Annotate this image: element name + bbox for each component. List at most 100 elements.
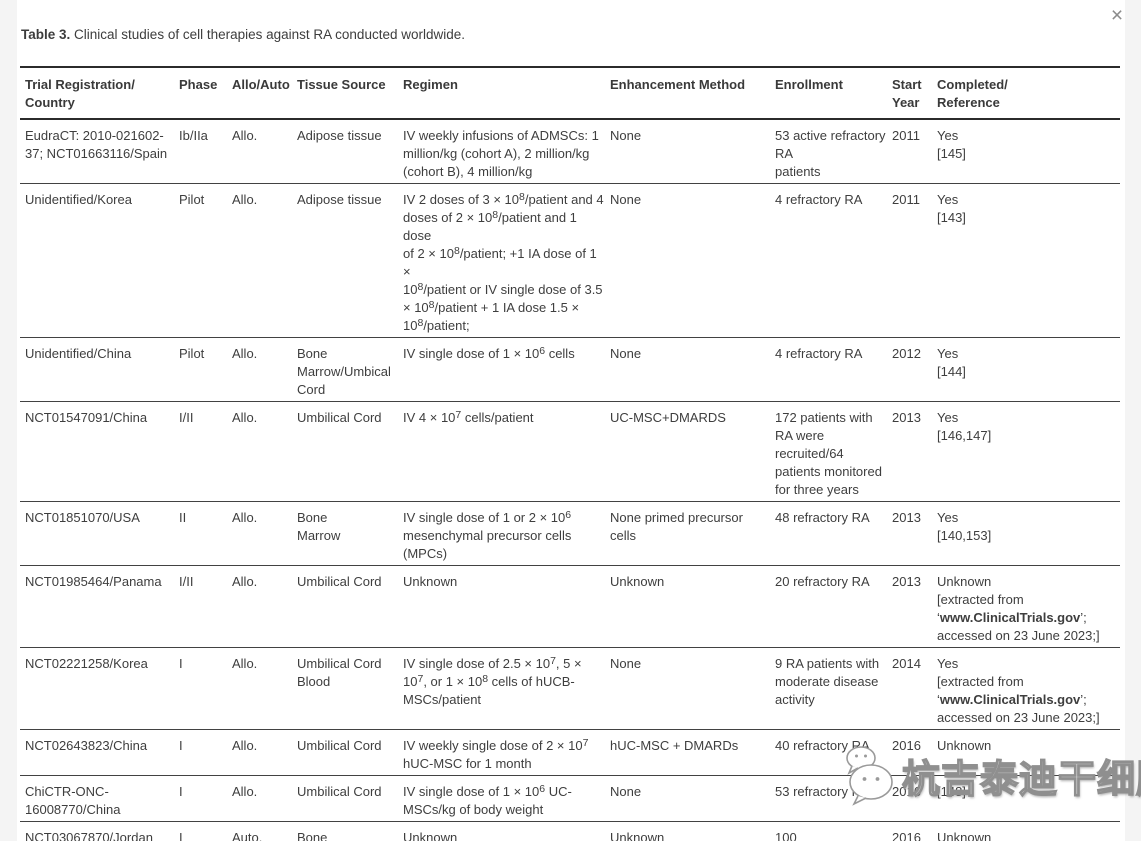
table-row: Unidentified/Korea Pilot Allo. Adipose t…	[20, 183, 1120, 338]
caption-text: Clinical studies of cell therapies again…	[70, 27, 465, 42]
cell-tissue-source: Umbilical Cord	[297, 565, 403, 648]
cell-tissue-source: Bone Marrow	[297, 501, 403, 566]
cell-tissue-source: Adipose tissue	[297, 183, 403, 338]
table-row: NCT02221258/Korea I Allo. Umbilical Cord…	[20, 647, 1120, 730]
cell-allo-auto: Allo.	[232, 647, 297, 730]
cell-trial-registration: NCT02221258/Korea	[20, 647, 179, 730]
cell-enhancement-method: None	[610, 183, 775, 338]
column-header-enrollment: Enrollment	[775, 66, 892, 120]
cell-tissue-source: Bone Marrow/Umbical Cord	[297, 337, 403, 402]
cell-trial-registration: NCT01985464/Panama	[20, 565, 179, 648]
column-header-trial-registration: Trial Registration/ Country	[20, 66, 179, 120]
cell-completed-reference: Unknown [extracted from ‘www.ClinicalTri…	[937, 565, 1120, 648]
cell-start-year: 2011	[892, 119, 937, 184]
cell-tissue-source: Umbilical Cord	[297, 775, 403, 822]
cell-phase: Ib/IIa	[179, 119, 232, 184]
table-row: NCT01985464/Panama I/II Allo. Umbilical …	[20, 565, 1120, 648]
cell-regimen: IV single dose of 1 × 106 UC- MSCs/kg of…	[403, 775, 610, 822]
cell-tissue-source: Bone Marrow	[297, 821, 403, 841]
cell-phase: I	[179, 647, 232, 730]
cell-allo-auto: Allo.	[232, 337, 297, 402]
caption-label: Table 3.	[21, 27, 71, 42]
cell-start-year: 2016	[892, 775, 937, 822]
cell-trial-registration: NCT02643823/China	[20, 729, 179, 776]
cell-phase: II	[179, 501, 232, 566]
close-icon[interactable]: ×	[1104, 3, 1130, 29]
cell-allo-auto: Auto.	[232, 821, 297, 841]
cell-phase: I	[179, 775, 232, 822]
column-header-enhancement-method: Enhancement Method	[610, 66, 775, 120]
column-header-start-year: Start Year	[892, 66, 937, 120]
cell-allo-auto: Allo.	[232, 775, 297, 822]
cell-allo-auto: Allo.	[232, 729, 297, 776]
cell-start-year: 2016	[892, 821, 937, 841]
table-row: NCT02643823/China I Allo. Umbilical Cord…	[20, 729, 1120, 776]
cell-enrollment: 20 refractory RA	[775, 565, 892, 648]
cell-start-year: 2013	[892, 565, 937, 648]
table-row: NCT03067870/Jordan I Auto. Bone Marrow U…	[20, 821, 1120, 841]
cell-completed-reference: Unknown	[937, 729, 1120, 776]
cell-enhancement-method: None primed precursor cells	[610, 501, 775, 566]
column-header-phase: Phase	[179, 66, 232, 120]
cell-start-year: 2011	[892, 183, 937, 338]
table-caption: Table 3. Clinical studies of cell therap…	[21, 27, 465, 42]
cell-trial-registration: ChiCTR-ONC- 16008770/China	[20, 775, 179, 822]
cell-enrollment: 9 RA patients with moderate disease acti…	[775, 647, 892, 730]
clinical-trials-table: Trial Registration/ Country Phase Allo/A…	[20, 66, 1120, 841]
cell-allo-auto: Allo.	[232, 565, 297, 648]
cell-phase: Pilot	[179, 337, 232, 402]
column-header-regimen: Regimen	[403, 66, 610, 120]
cell-tissue-source: Umbilical Cord	[297, 729, 403, 776]
column-header-tissue-source: Tissue Source	[297, 66, 403, 120]
cell-enrollment: 172 patients with RA were recruited/64 p…	[775, 401, 892, 502]
cell-enhancement-method: Unknown	[610, 565, 775, 648]
cell-enrollment: 48 refractory RA	[775, 501, 892, 566]
cell-enhancement-method: None	[610, 647, 775, 730]
cell-phase: I/II	[179, 565, 232, 648]
cell-start-year: 2013	[892, 501, 937, 566]
table-row: NCT01547091/China I/II Allo. Umbilical C…	[20, 401, 1120, 502]
cell-enrollment: 4 refractory RA	[775, 183, 892, 338]
cell-completed-reference: Yes [143]	[937, 183, 1120, 338]
cell-enhancement-method: hUC-MSC + DMARDs	[610, 729, 775, 776]
cell-completed-reference: Yes [144]	[937, 337, 1120, 402]
column-header-allo-auto: Allo/Auto	[232, 66, 297, 120]
wechat-icon	[846, 746, 893, 806]
cell-enrollment: 100	[775, 821, 892, 841]
table-row: Unidentified/China Pilot Allo. Bone Marr…	[20, 337, 1120, 402]
cell-allo-auto: Allo.	[232, 501, 297, 566]
cell-tissue-source: Umbilical Cord Blood	[297, 647, 403, 730]
cell-phase: I	[179, 821, 232, 841]
cell-tissue-source: Adipose tissue	[297, 119, 403, 184]
cell-trial-registration: Unidentified/China	[20, 337, 179, 402]
cell-phase: I	[179, 729, 232, 776]
cell-enhancement-method: UC-MSC+DMARDS	[610, 401, 775, 502]
cell-start-year: 2016	[892, 729, 937, 776]
cell-regimen: IV weekly infusions of ADMSCs: 1 million…	[403, 119, 610, 184]
table-header-row: Trial Registration/ Country Phase Allo/A…	[20, 66, 1120, 120]
cell-phase: Pilot	[179, 183, 232, 338]
cell-enhancement-method: None	[610, 775, 775, 822]
cell-regimen: IV 2 doses of 3 × 108/patient and 4 dose…	[403, 183, 610, 338]
cell-start-year: 2013	[892, 401, 937, 502]
cell-tissue-source: Umbilical Cord	[297, 401, 403, 502]
table-row: EudraCT: 2010-021602- 37; NCT01663116/Sp…	[20, 119, 1120, 184]
cell-start-year: 2012	[892, 337, 937, 402]
cell-enhancement-method: None	[610, 119, 775, 184]
cell-enhancement-method: None	[610, 337, 775, 402]
cell-regimen: IV single dose of 1 × 106 cells	[403, 337, 610, 402]
cell-allo-auto: Allo.	[232, 119, 297, 184]
cell-enrollment: 4 refractory RA	[775, 337, 892, 402]
cell-completed-reference: Unknown	[937, 821, 1120, 841]
cell-regimen: IV single dose of 1 or 2 × 106 mesenchym…	[403, 501, 610, 566]
cell-trial-registration: NCT01547091/China	[20, 401, 179, 502]
watermark-text: 杭吉泰迪干细胞	[901, 758, 1141, 802]
watermark: 杭吉泰迪干细胞	[840, 744, 1141, 806]
cell-completed-reference: Yes [145]	[937, 119, 1120, 184]
cell-trial-registration: NCT01851070/USA	[20, 501, 179, 566]
cell-enrollment: 53 active refractory RA patients	[775, 119, 892, 184]
cell-phase: I/II	[179, 401, 232, 502]
cell-allo-auto: Allo.	[232, 183, 297, 338]
cell-regimen: Unknown	[403, 565, 610, 648]
cell-completed-reference: Yes [extracted from ‘www.ClinicalTrials.…	[937, 647, 1120, 730]
